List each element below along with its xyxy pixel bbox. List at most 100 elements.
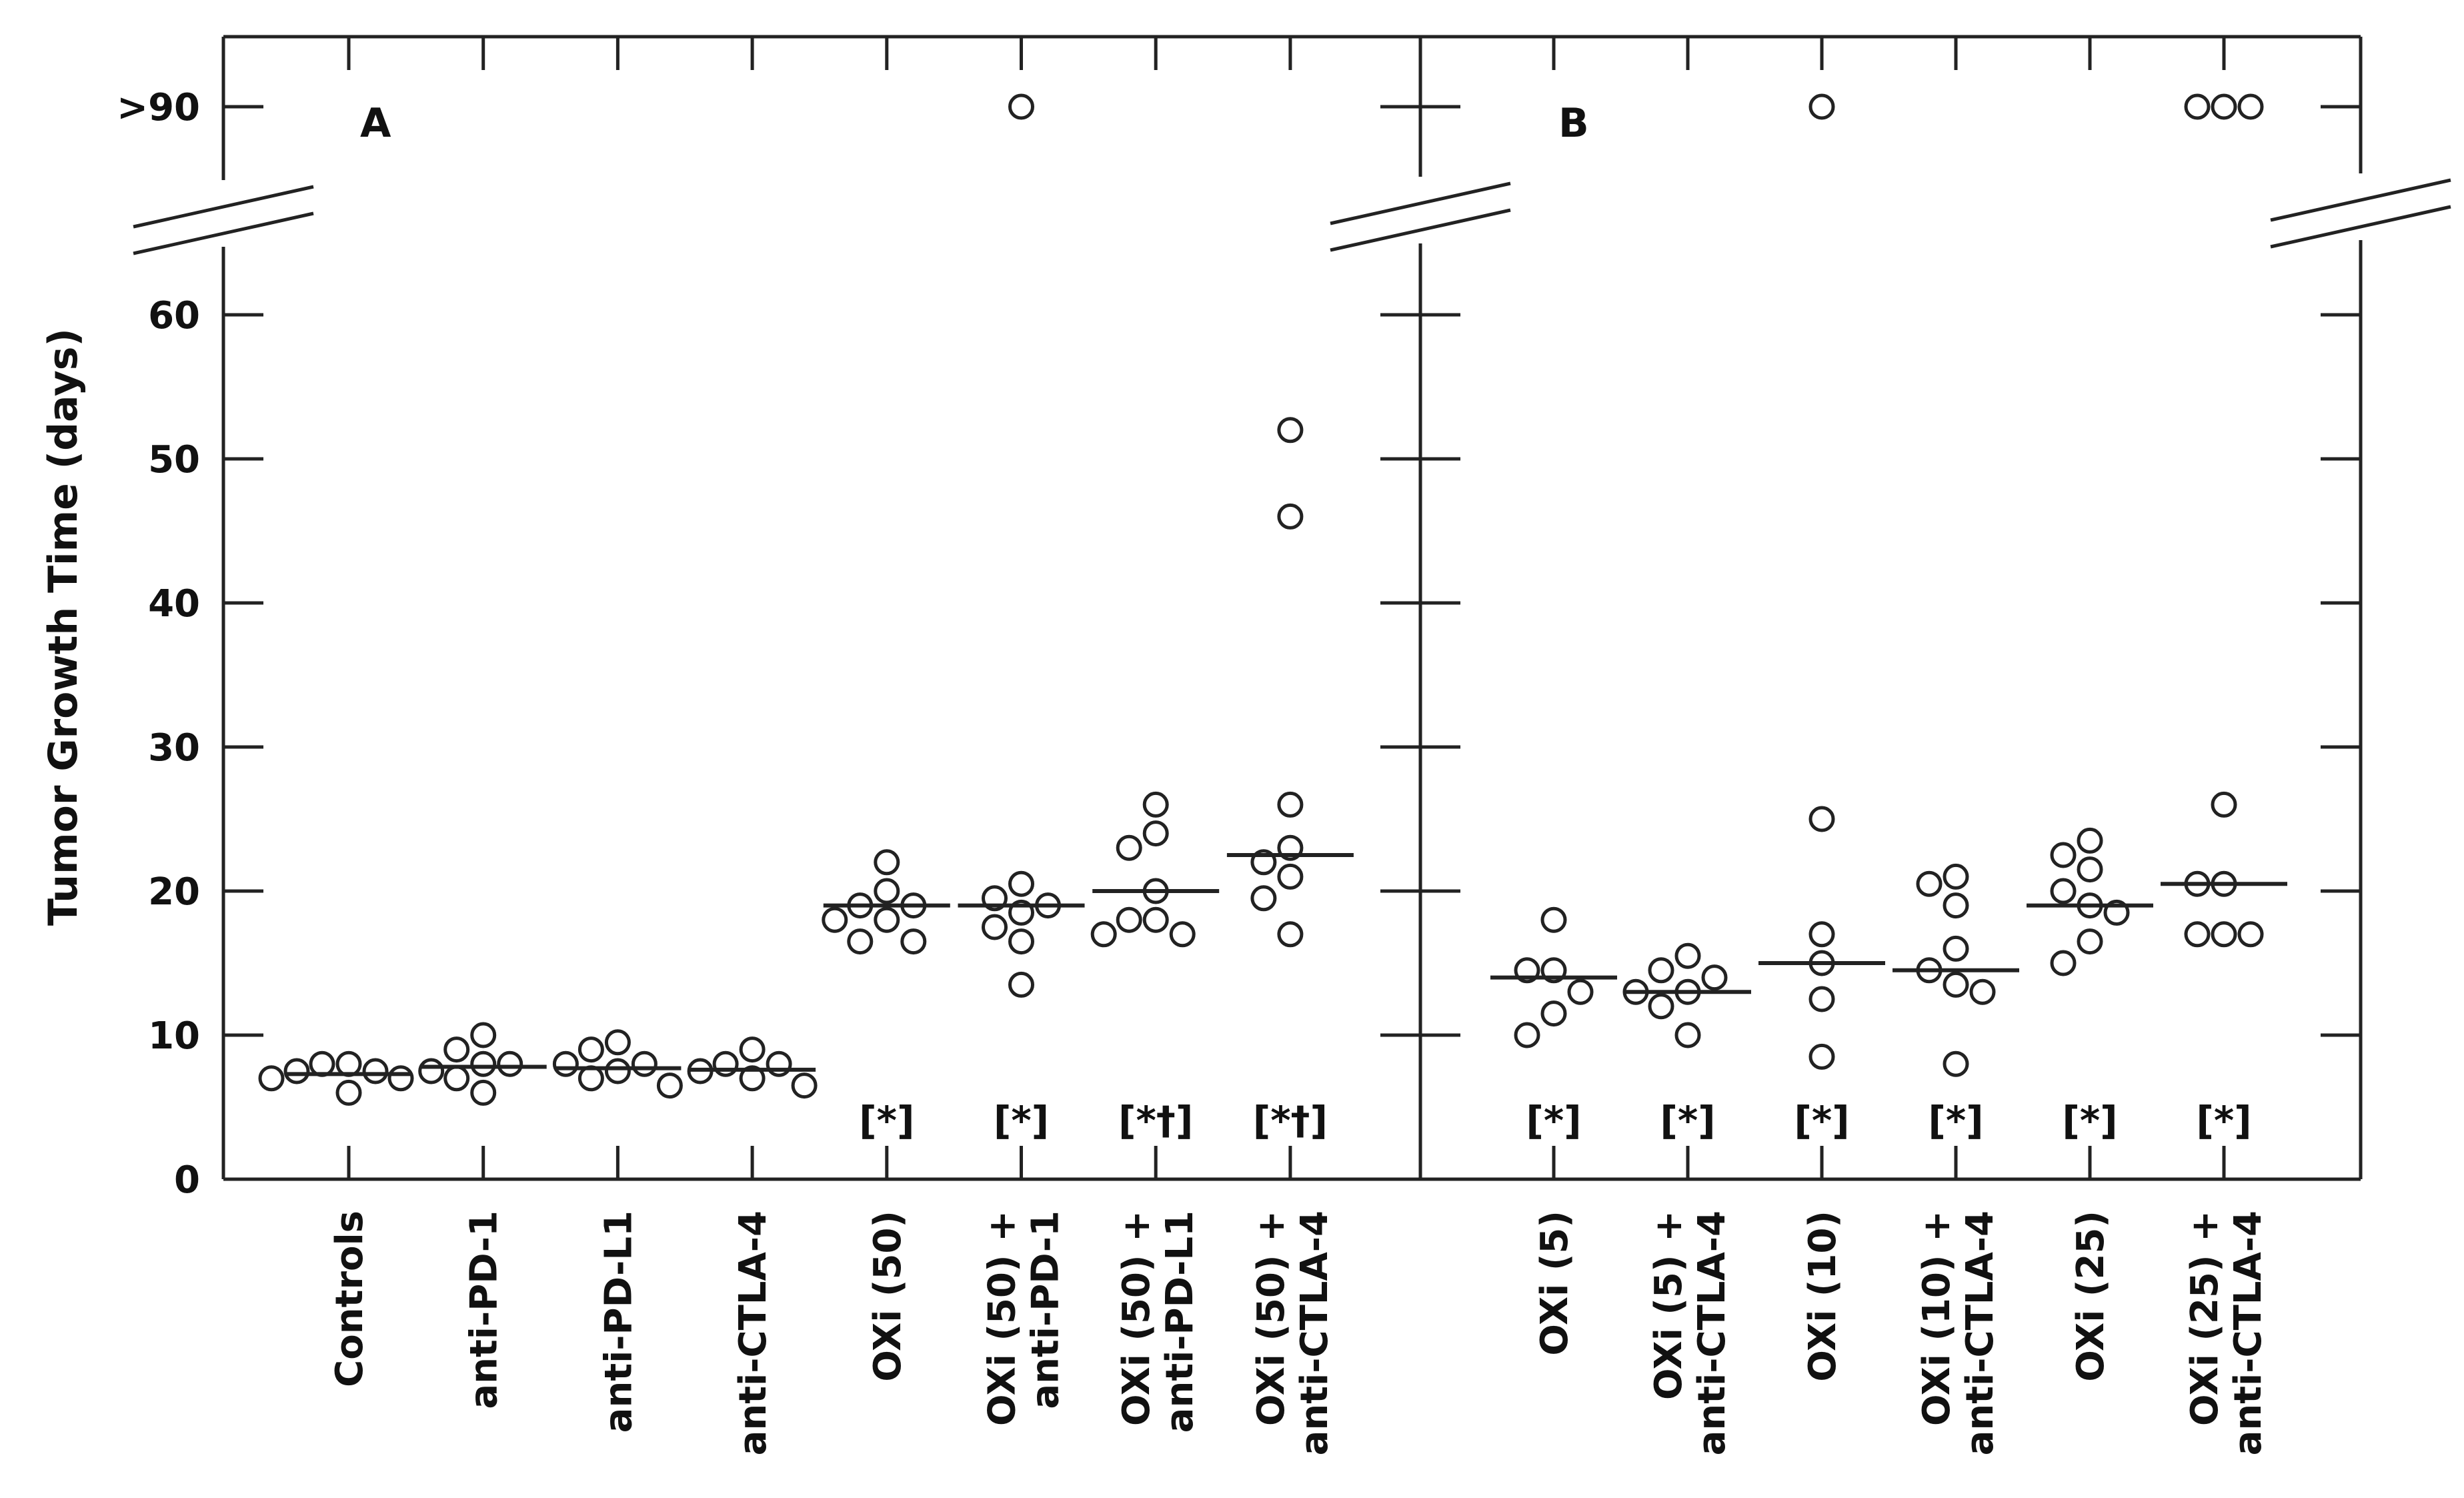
category-label-line: anti-CTLA-4 (1690, 1211, 1734, 1455)
category-label-line: OXi (10) (1801, 1211, 1844, 1382)
category-label-line: OXi (25) + (2183, 1211, 2227, 1426)
y-tick-label: 20 (148, 870, 200, 914)
data-point (577, 1065, 604, 1092)
data-point (2050, 842, 2077, 868)
panel-label: B (1558, 100, 1589, 147)
data-point (1648, 957, 1674, 984)
data-point (1808, 921, 1835, 948)
data-point (712, 1050, 739, 1077)
data-point (2237, 921, 2264, 948)
data-point (1514, 1022, 1540, 1048)
y-tick-label: 50 (148, 438, 200, 482)
group: [*] OXi (50) + anti-PD-1 (958, 37, 1085, 1426)
group: [*] OXi (10) + anti-CTLA-4 (1893, 37, 2019, 1455)
data-point (1090, 921, 1117, 948)
break-gap (2274, 173, 2447, 240)
y-tick-label: 30 (148, 726, 200, 770)
data-point (335, 1050, 362, 1077)
category-label: OXi (50) (866, 1211, 910, 1382)
group: [*†] OXi (50) + anti-CTLA-4 (1226, 37, 1354, 1455)
category-label-line: OXi (5) + (1647, 1211, 1690, 1400)
data-point (1008, 928, 1034, 955)
data-point (656, 1072, 683, 1099)
data-point (2184, 921, 2211, 948)
group: Controls (258, 37, 414, 1387)
category-label-line: anti-PD-1 (463, 1211, 506, 1409)
category-label-line: Controls (328, 1211, 371, 1387)
data-point (1943, 971, 1969, 998)
group: [*] OXi (10) (1758, 37, 1885, 1382)
data-point (1540, 1000, 1567, 1027)
data-point (1808, 93, 1835, 120)
category-label-line: anti-CTLA-4 (1959, 1211, 2002, 1455)
break-gap (137, 180, 310, 247)
data-point (1277, 791, 1304, 818)
break-line-upper (133, 185, 314, 229)
significance-label: [*†] (1253, 1098, 1328, 1143)
significance-label: [*] (1660, 1098, 1715, 1143)
data-point (283, 1058, 310, 1084)
axis-break-left (133, 180, 314, 255)
data-point (1943, 935, 1969, 962)
data-point (387, 1065, 414, 1092)
category-label-line: OXi (50) + (1115, 1211, 1158, 1426)
data-point (604, 1029, 631, 1056)
data-point (2211, 921, 2237, 948)
data-point (604, 1058, 631, 1084)
data-point (470, 1022, 497, 1048)
data-point (1674, 942, 1701, 969)
significance-label: [*] (859, 1098, 914, 1143)
group: anti-PD-L1 (552, 37, 683, 1433)
data-point (1277, 503, 1304, 530)
data-point (900, 928, 927, 955)
category-label-line: OXi (50) + (981, 1211, 1024, 1426)
data-point (1969, 978, 1996, 1005)
category-label-line: anti-CTLA-4 (2227, 1211, 2270, 1455)
data-point (982, 914, 1008, 940)
group: [*†] OXi (50) + anti-PD-L1 (1090, 37, 1220, 1433)
data-point (1277, 921, 1304, 948)
category-label-line: anti-PD-L1 (597, 1211, 640, 1433)
data-point (1567, 978, 1594, 1005)
group: [*] OXi (25) + anti-CTLA-4 (2161, 37, 2287, 1455)
data-point (1943, 863, 1969, 890)
data-point (2211, 93, 2237, 120)
data-point (739, 1065, 766, 1092)
y-axis-label: Tumor Growth Time (days) (40, 328, 87, 926)
data-point (847, 928, 874, 955)
data-point (2077, 827, 2103, 854)
significance-label: [*] (1526, 1098, 1581, 1143)
break-line-lower (2270, 205, 2451, 249)
category-label: anti-PD-1 (463, 1211, 506, 1409)
category-label: anti-CTLA-4 (732, 1211, 775, 1455)
data-point (2211, 791, 2237, 818)
y-tick-label: 10 (148, 1014, 200, 1058)
significance-label: [*] (1928, 1098, 1983, 1143)
category-label: OXi (50) + anti-CTLA-4 (1250, 1211, 1336, 1455)
data-point (335, 1079, 362, 1106)
data-point (1008, 870, 1034, 897)
category-label-line: OXi (50) (866, 1211, 910, 1382)
panel-b: B[*]OXi (5)[*]OXi (5) + anti-CTLA-4[*]OXi… (1490, 37, 2287, 1455)
significance-label: [*†] (1118, 1098, 1193, 1143)
category-label: OXi (50) + anti-PD-L1 (1115, 1211, 1202, 1433)
data-point (1674, 1022, 1701, 1048)
data-point (309, 1050, 335, 1077)
y-tick-label: 40 (148, 582, 200, 626)
category-label: OXi (25) + anti-CTLA-4 (2183, 1211, 2270, 1455)
category-label: OXi (10) (1801, 1211, 1844, 1382)
group: anti-PD-1 (418, 37, 547, 1409)
data-point (1116, 906, 1142, 933)
data-point (497, 1050, 523, 1077)
data-point (1808, 1043, 1835, 1070)
data-point (443, 1065, 470, 1092)
break-gap (1334, 177, 1507, 243)
group: [*] OXi (25) (2027, 37, 2153, 1382)
data-point (577, 1036, 604, 1063)
data-point (631, 1050, 658, 1077)
data-point (1142, 906, 1169, 933)
data-point (2077, 856, 2103, 883)
data-point (443, 1036, 470, 1063)
break-line-lower (1330, 208, 1511, 252)
